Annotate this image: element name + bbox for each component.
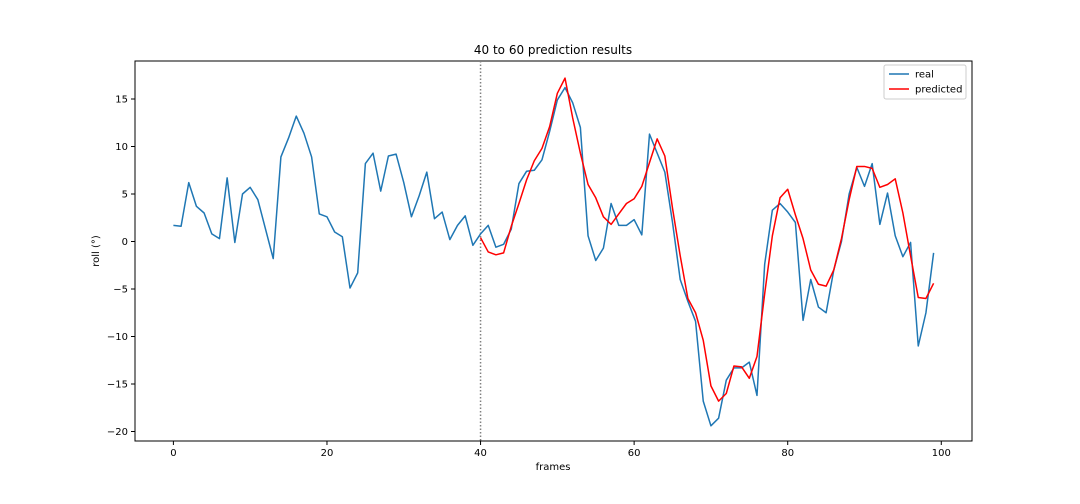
- y-tick-label: 5: [122, 190, 128, 201]
- series-line-predicted: [479, 77, 935, 402]
- y-tick-label: 10: [115, 142, 128, 153]
- y-tick-label: −5: [113, 285, 128, 296]
- x-tick-label: 40: [474, 448, 487, 459]
- y-tick-label: 15: [115, 95, 128, 106]
- y-tick-label: −10: [107, 332, 128, 343]
- series-line-real: [173, 86, 935, 427]
- x-tick-label: 0: [170, 448, 176, 459]
- y-tick-label: −20: [107, 427, 128, 438]
- y-tick-label: −15: [107, 380, 128, 391]
- x-tick-label: 20: [321, 448, 334, 459]
- x-tick-label: 60: [628, 448, 641, 459]
- y-tick-label: 0: [122, 237, 128, 248]
- legend-label-predicted: predicted: [915, 85, 962, 96]
- x-tick-label: 80: [781, 448, 794, 459]
- x-axis-label: frames: [536, 462, 571, 473]
- legend-label-real: real: [915, 70, 934, 81]
- x-tick-label: 100: [932, 448, 951, 459]
- chart-title: 40 to 60 prediction results: [474, 43, 632, 57]
- y-axis-label: roll (°): [91, 235, 102, 267]
- plot-area: 0 20 40 60 80 100 −20 −15 −10 −5 0 5 10 15: [107, 60, 973, 459]
- legend: real predicted: [883, 64, 967, 100]
- axes-frame: [134, 60, 973, 442]
